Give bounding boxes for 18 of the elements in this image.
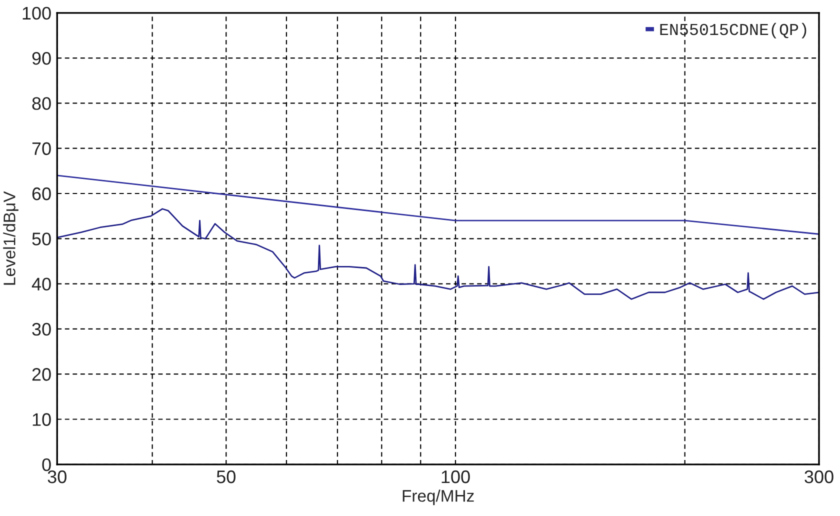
legend-label: EN55015CDNE(QP) (660, 22, 806, 38)
y-tick-label: 70 (32, 142, 51, 156)
y-tick-label: 30 (32, 322, 51, 336)
y-tick-label: 100 (22, 6, 51, 20)
x-tick-label: 30 (48, 470, 66, 484)
x-tick-label: 100 (442, 470, 470, 484)
y-axis-title: Level1/dBμV (3, 191, 18, 285)
y-tick-label: 50 (32, 232, 51, 246)
y-tick-label: 20 (32, 368, 51, 381)
x-axis-title: Freq/MHz (402, 490, 474, 506)
x-tick-label: 50 (216, 470, 236, 484)
y-tick-label: 40 (32, 278, 51, 291)
y-tick-label: 0 (42, 458, 51, 472)
y-tick-label: 80 (32, 97, 51, 110)
y-tick-label: 10 (32, 413, 51, 426)
x-tick-label: 300 (804, 470, 834, 484)
y-tick-label: 60 (32, 187, 51, 200)
y-tick-label: 90 (32, 52, 51, 65)
